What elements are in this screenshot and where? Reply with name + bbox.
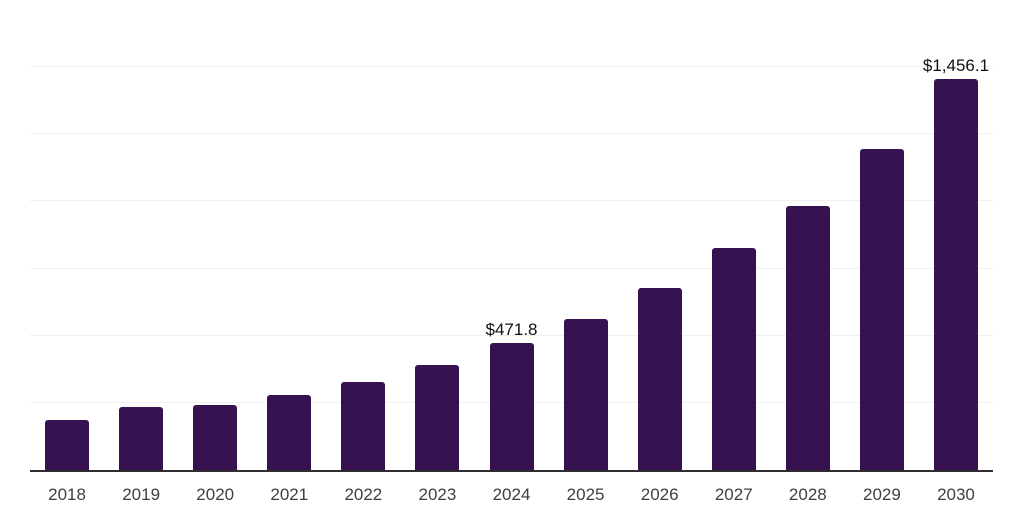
bar-group-2024: $471.8 <box>474 0 548 470</box>
bar-2030 <box>933 78 978 470</box>
bar-2019 <box>119 406 164 470</box>
x-tick-label-2029: 2029 <box>862 485 901 504</box>
x-tick-label-2022: 2022 <box>344 485 383 504</box>
bar-group-2023 <box>400 0 474 470</box>
gridline-1000 <box>30 200 993 202</box>
data-label-2024: $471.8 <box>485 320 538 340</box>
data-label-2030: $1,456.1 <box>922 55 990 75</box>
bar-2029 <box>859 149 904 470</box>
plot-area: $471.8 $1,456.1 <box>30 0 993 472</box>
x-tick-label-2023: 2023 <box>418 485 457 504</box>
bar-2028 <box>785 205 830 470</box>
bar-2021 <box>267 395 312 470</box>
bar-group-2025 <box>549 0 623 470</box>
bar-2025 <box>563 319 608 470</box>
bar-2023 <box>415 364 460 470</box>
bar-group-2019 <box>104 0 178 470</box>
bar-2026 <box>637 287 682 470</box>
bar-group-2027 <box>697 0 771 470</box>
bar-2018 <box>45 420 90 470</box>
bar-group-2028 <box>771 0 845 470</box>
gridline-500 <box>30 334 993 336</box>
x-tick-label-2025: 2025 <box>566 485 605 504</box>
bar-2024 <box>489 343 534 470</box>
x-tick-label-2030: 2030 <box>937 485 975 504</box>
gridline-1250 <box>30 133 993 135</box>
x-tick-label-2024: 2024 <box>492 485 531 504</box>
bar-group-2018 <box>30 0 104 470</box>
x-tick-label-2027: 2027 <box>714 485 753 504</box>
x-axis: 2018 2019 2020 2021 2022 2023 2024 2025 2026 2027… <box>30 472 993 505</box>
bar-group-2026 <box>623 0 697 470</box>
gridline-750 <box>30 267 993 269</box>
bar-group-2021 <box>252 0 326 470</box>
x-tick-label-2026: 2026 <box>640 485 679 504</box>
bar-group-2029 <box>845 0 919 470</box>
bar-group-2022 <box>326 0 400 470</box>
x-tick-label-2018: 2018 <box>48 485 86 504</box>
bar-group-2030: $1,456.1 <box>919 0 993 470</box>
bar-group-2020 <box>178 0 252 470</box>
bar-2022 <box>341 381 386 470</box>
bars-layer: $471.8 $1,456.1 <box>30 0 993 470</box>
bar-2020 <box>193 404 238 470</box>
x-tick-label-2021: 2021 <box>270 485 309 504</box>
gridline-1500 <box>30 66 993 68</box>
bar-2027 <box>711 248 756 470</box>
x-tick-label-2028: 2028 <box>788 485 827 504</box>
x-tick-label-2019: 2019 <box>122 485 161 504</box>
x-tick-label-2020: 2020 <box>196 485 235 504</box>
